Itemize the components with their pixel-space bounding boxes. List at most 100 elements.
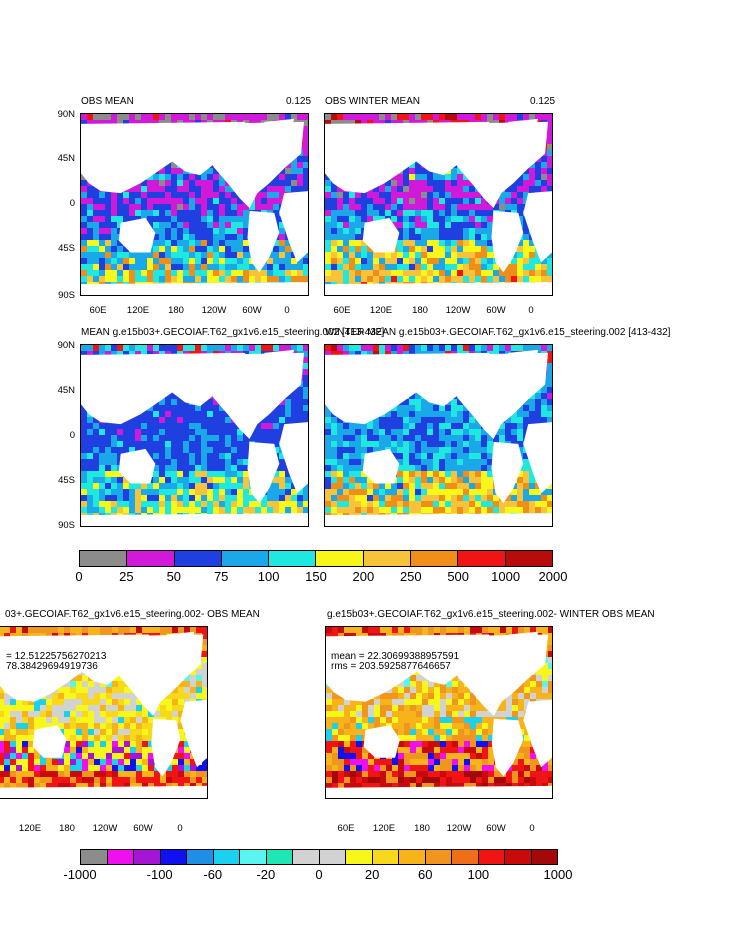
land-mask	[523, 422, 552, 494]
stat-mean-5: = 12.51225756270213	[6, 651, 107, 662]
land-mask	[0, 785, 207, 798]
colorbar-label: 2000	[538, 569, 568, 584]
land-mask	[264, 118, 295, 144]
land-mask	[439, 352, 548, 439]
lon-label: 180	[168, 305, 184, 316]
colorbar-swatch	[363, 551, 412, 566]
lon-label: 0	[529, 823, 535, 834]
lon-label: 0	[284, 305, 290, 316]
colorbar-swatch	[425, 850, 452, 864]
colorbar-bottom	[80, 849, 558, 865]
land-mask	[118, 217, 156, 253]
colorbar-swatch	[266, 850, 293, 864]
map-obs-winter-mean	[324, 113, 553, 296]
lat-label: 0	[69, 430, 75, 441]
colorbar-label: -20	[256, 867, 276, 882]
colorbar-label: 20	[364, 867, 380, 882]
land-mask	[508, 118, 539, 144]
land-mask	[81, 282, 308, 295]
colorbar-swatch	[531, 850, 557, 864]
lon-label: 60W	[133, 823, 153, 834]
lon-label: 120E	[18, 823, 42, 834]
lon-label: 180	[59, 823, 75, 834]
land-mask	[362, 448, 400, 484]
lat-label: 45S	[58, 243, 75, 254]
land-mask	[508, 349, 539, 375]
colorbar-label: -60	[203, 867, 223, 882]
colorbar-swatch	[187, 850, 214, 864]
lon-label: 0	[528, 305, 534, 316]
colorbar-swatch	[319, 850, 346, 864]
panel-4-title: WINTER MEAN g.e15b03+.GECOIAF.T62_gx1v6.…	[325, 327, 671, 338]
colorbar-swatch	[80, 551, 128, 566]
map-diff-obs-mean	[0, 626, 208, 799]
lon-label: 60E	[333, 305, 351, 316]
map-field	[325, 114, 552, 295]
land-mask	[491, 210, 524, 273]
map-field	[81, 345, 308, 526]
colorbar-swatch	[505, 551, 552, 566]
colorbar-label: 0	[75, 569, 83, 584]
panel-2-scale: 0.125	[530, 96, 556, 107]
colorbar-label: 150	[305, 569, 327, 584]
lon-label: 60E	[337, 823, 355, 834]
land-mask	[491, 718, 524, 777]
lat-label: 90S	[58, 520, 75, 531]
map-field	[326, 627, 552, 798]
land-mask	[32, 725, 67, 758]
map-model-winter-mean	[324, 344, 553, 527]
land-mask	[523, 699, 552, 768]
stat-mean-6: mean = 22.30699388957591	[331, 651, 460, 662]
land-mask	[363, 725, 400, 758]
map-field	[0, 627, 207, 798]
colorbar-label: 50	[166, 569, 182, 584]
panel-1-title: OBS MEAN	[81, 96, 134, 107]
land-mask	[195, 352, 304, 439]
colorbar-swatch	[221, 551, 270, 566]
stat-rms-6: rms = 203.5925877646657	[331, 661, 451, 672]
colorbar-label: 200	[352, 569, 375, 584]
colorbar-swatch	[452, 850, 479, 864]
colorbar-label: 1000	[491, 569, 521, 584]
lat-label: 45S	[58, 475, 75, 486]
lat-label: 90N	[57, 109, 75, 120]
land-mask	[279, 422, 308, 494]
lat-label: 0	[69, 198, 75, 209]
panel-5-title: 03+.GECOIAF.T62_gx1v6.e15_steering.002- …	[5, 609, 260, 620]
colorbar-label: 75	[213, 569, 229, 584]
colorbar-swatch	[107, 850, 134, 864]
lon-label: 180	[414, 823, 430, 834]
lon-label: 120W	[92, 823, 118, 834]
lon-label: 120W	[445, 305, 471, 316]
colorbar-label: 0	[315, 867, 323, 882]
colorbar-swatch	[174, 551, 222, 566]
land-mask	[279, 191, 308, 263]
colorbar-label: -100	[146, 867, 173, 882]
colorbar-label: 25	[119, 569, 134, 584]
land-mask	[523, 191, 552, 263]
colorbar-swatch	[316, 551, 364, 566]
panel-6-title: g.e15b03+.GECOIAF.T62_gx1v6.e15_steering…	[327, 609, 655, 620]
colorbar-swatch	[81, 850, 108, 864]
colorbar-swatch	[372, 850, 399, 864]
land-mask	[491, 441, 524, 504]
lat-label: 45N	[57, 153, 75, 164]
land-mask	[247, 210, 280, 273]
colorbar-label: 1000	[543, 867, 573, 882]
colorbar-top	[79, 550, 553, 567]
lon-label: 120E	[369, 305, 393, 316]
lon-label: 120W	[446, 823, 472, 834]
map-field	[81, 114, 308, 295]
colorbar-label: 60	[417, 867, 433, 882]
stat-rms-5: 78.38429694919736	[6, 661, 98, 672]
colorbar-swatch	[213, 850, 240, 864]
lon-label: 60W	[486, 305, 506, 316]
lat-label: 90N	[57, 340, 75, 351]
land-mask	[362, 217, 400, 253]
land-mask	[439, 634, 549, 716]
lat-label: 90S	[58, 290, 75, 301]
map-obs-mean	[80, 113, 309, 296]
colorbar-swatch	[269, 551, 317, 566]
map-diff-winter-obs-mean	[325, 626, 553, 799]
land-mask	[325, 513, 552, 526]
